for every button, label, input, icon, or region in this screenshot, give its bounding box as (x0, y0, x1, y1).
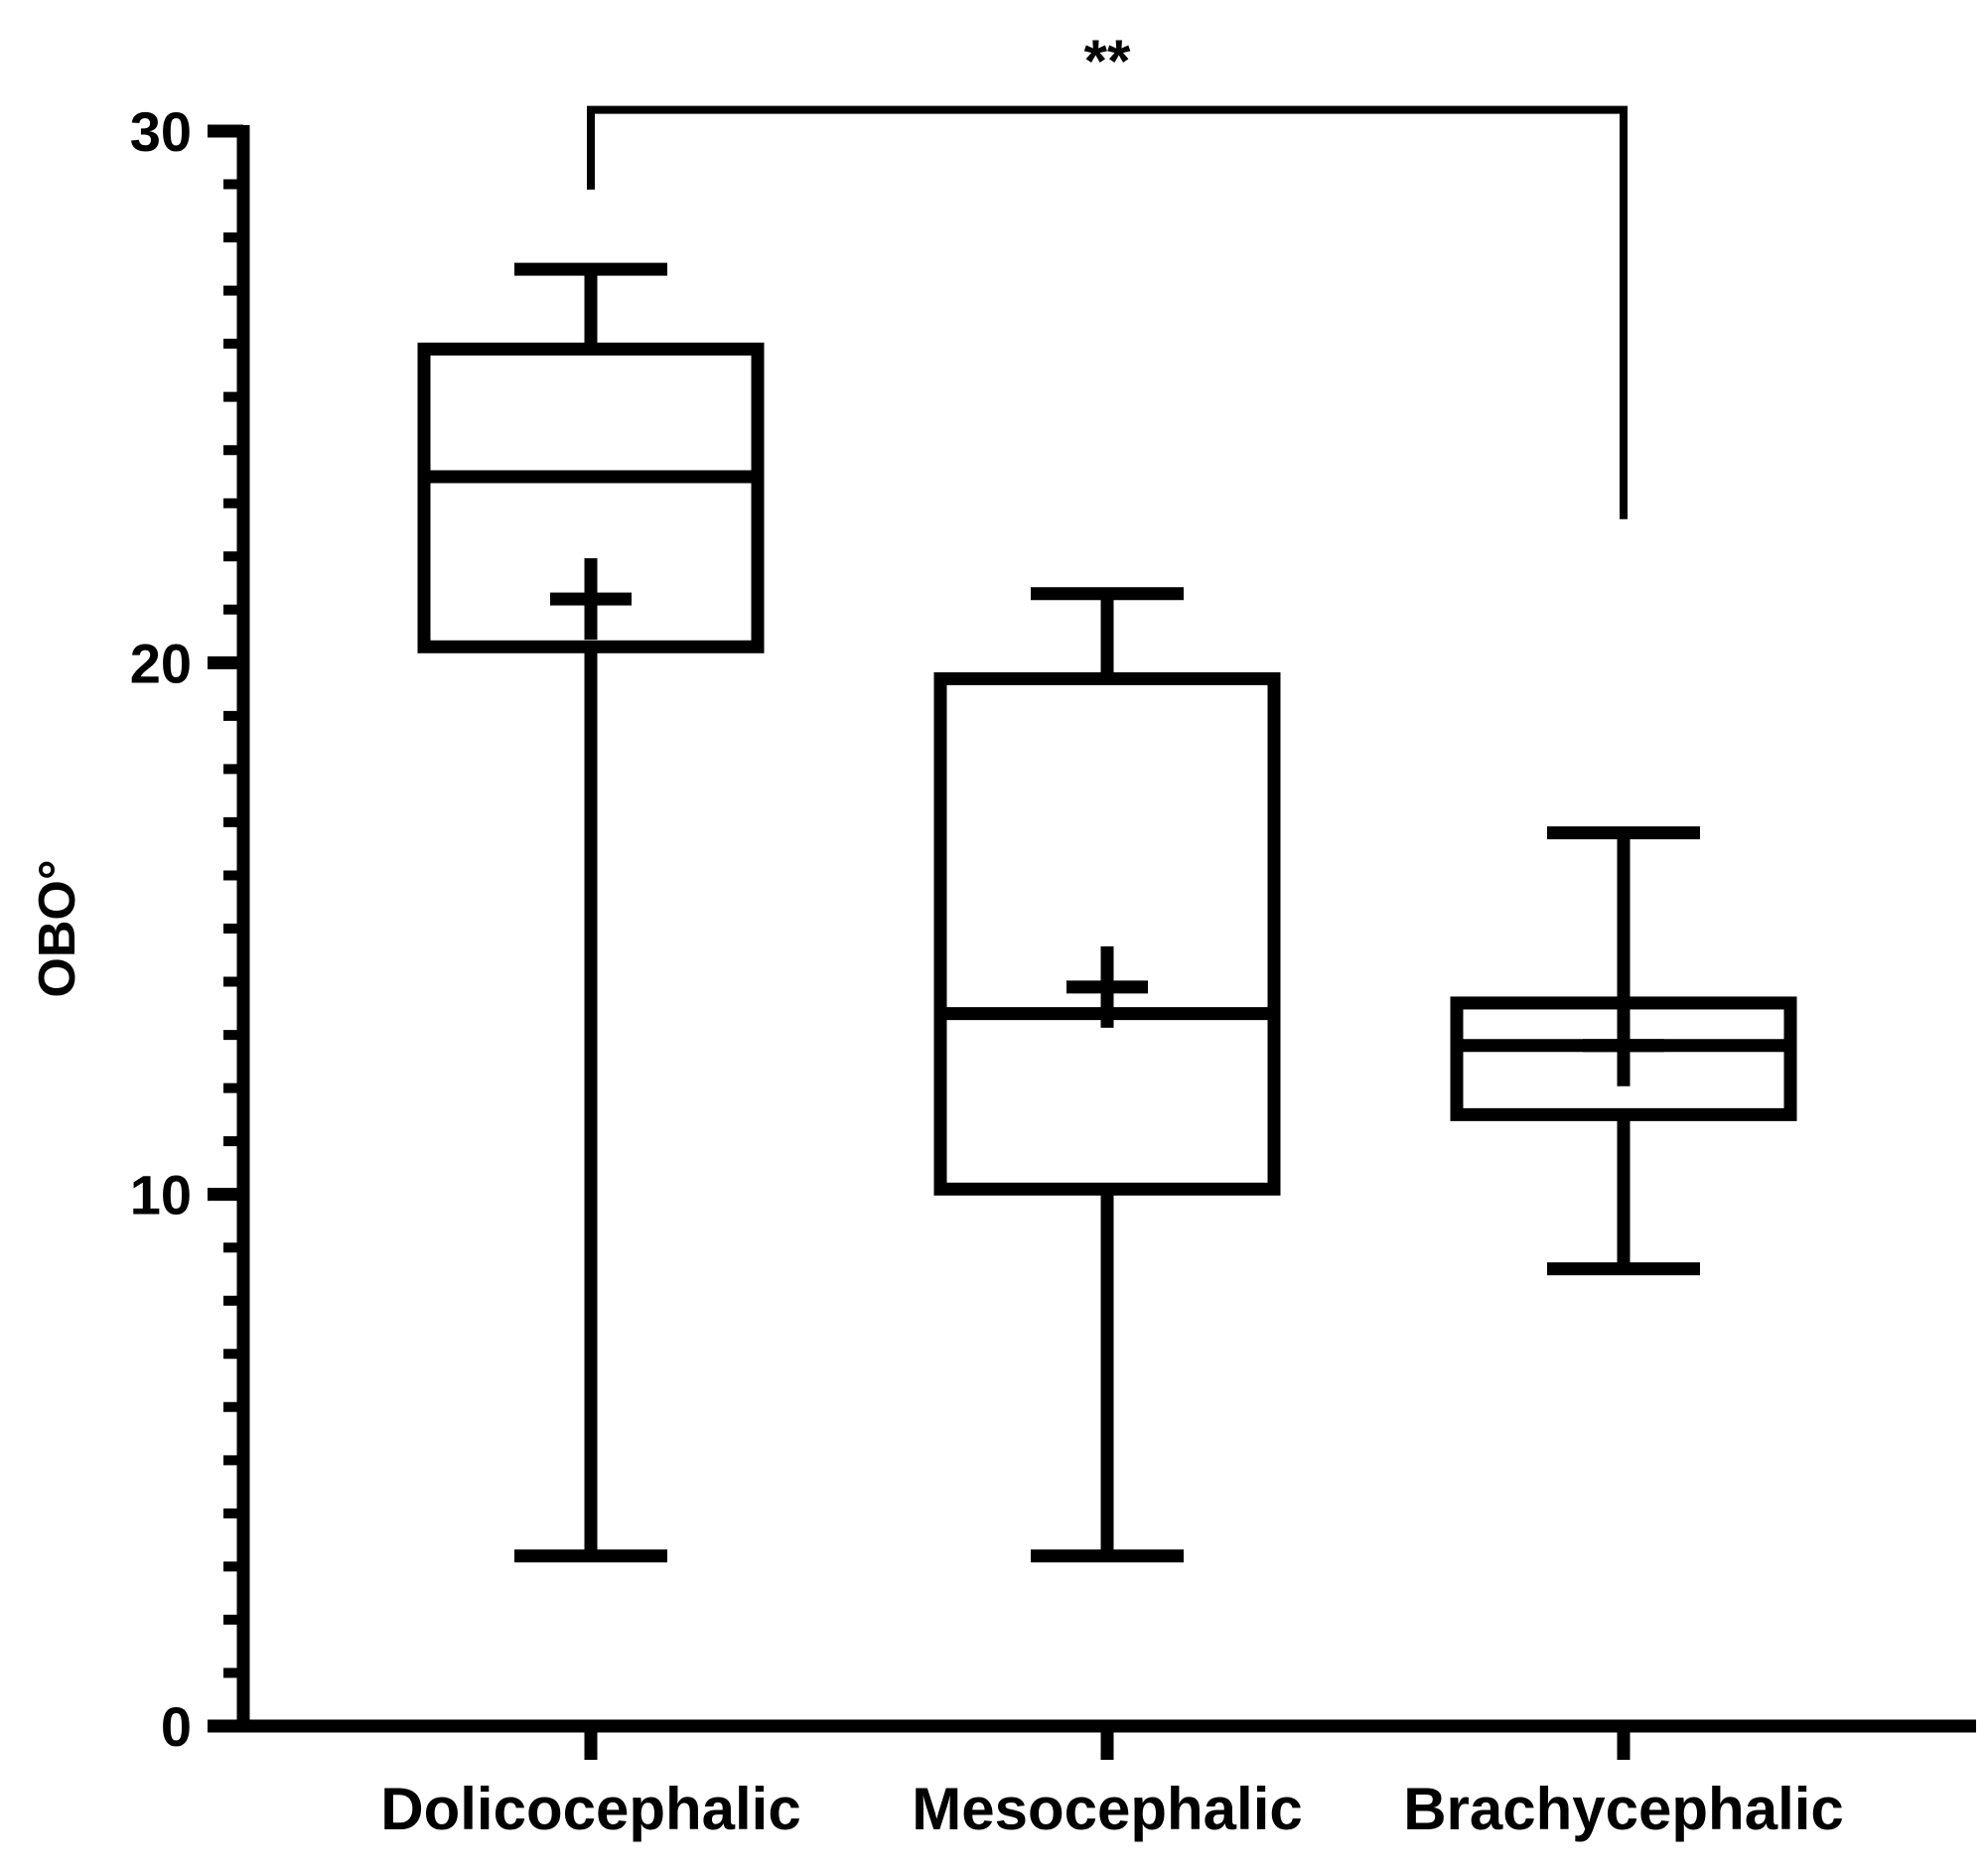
y-axis: 0 10 20 30 (130, 100, 250, 1758)
y-tick-label: 20 (130, 632, 192, 694)
x-axis: Dolicocephalic Mesocephalic Brachycephalic (237, 1719, 1976, 1842)
y-tick-label: 10 (130, 1164, 192, 1227)
iqr-box (1450, 996, 1797, 1121)
box-mesocephalic (933, 587, 1281, 1563)
y-axis-title: OBO° (29, 859, 86, 997)
significance-annotation: ** (587, 28, 1628, 519)
significance-bracket (587, 105, 1628, 519)
box-dolicocephalic (417, 262, 765, 1563)
x-tick-label: Brachycephalic (1403, 1776, 1844, 1842)
iqr-box (933, 671, 1281, 1196)
y-tick-label: 30 (130, 100, 192, 163)
iqr-box (417, 342, 765, 653)
significance-label: ** (1084, 28, 1131, 94)
x-tick-label: Mesocephalic (912, 1776, 1303, 1842)
box-plots (417, 262, 1797, 1563)
x-tick-label: Dolicocephalic (380, 1776, 800, 1842)
box-brachycephalic (1450, 826, 1797, 1276)
y-tick-label: 0 (161, 1695, 192, 1758)
